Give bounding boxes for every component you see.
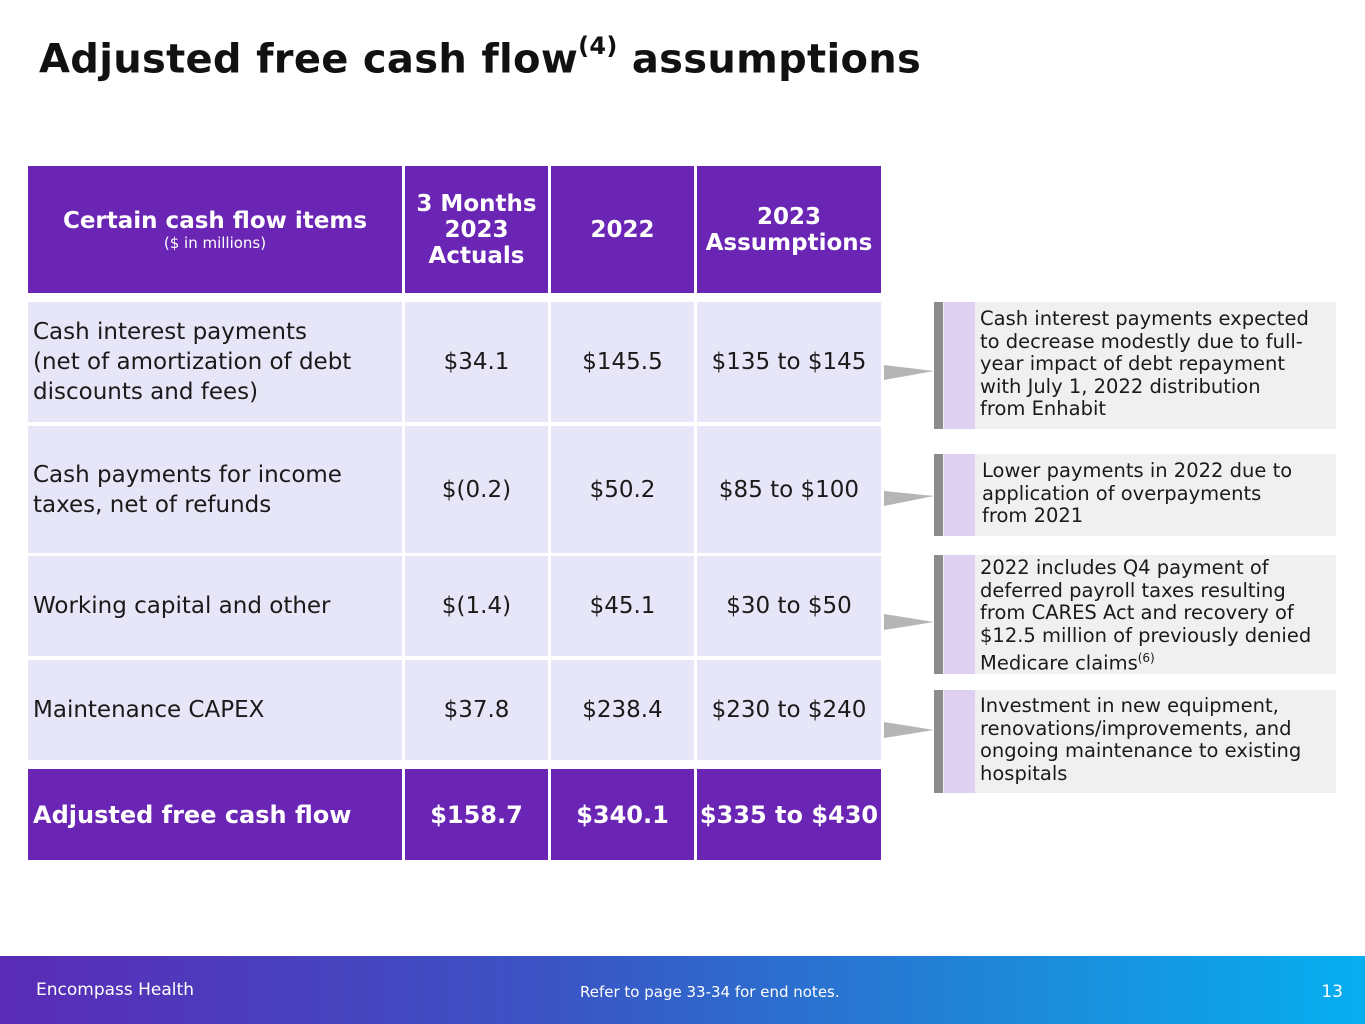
header-col2-line3: Actuals	[428, 242, 525, 269]
note-accent-band	[944, 454, 975, 536]
note-line: $12.5 million of previously denied	[980, 623, 1312, 647]
table-row-label: Maintenance CAPEX	[28, 660, 402, 760]
title-superscript: (4)	[578, 32, 618, 60]
note-income-taxes: Lower payments in 2022 due to applicatio…	[934, 454, 1336, 536]
table-cell: $230 to $240	[697, 660, 881, 760]
note-line: year impact of debt repayment	[980, 352, 1286, 375]
note-working-capital: 2022 includes Q4 payment of deferred pay…	[934, 555, 1336, 674]
note-text: Cash interest payments expected to decre…	[980, 307, 1330, 421]
row3-label-line1: Working capital and other	[33, 593, 331, 619]
note-accent-bar	[934, 690, 943, 793]
table-cell: $(1.4)	[405, 556, 548, 656]
footer-bar: Encompass Health Refer to page 33-34 for…	[0, 956, 1365, 1024]
note-line-text: Medicare claims	[980, 651, 1138, 675]
note-line: Cash interest payments expected	[980, 307, 1309, 330]
note-line: 2022 includes Q4 payment of	[980, 556, 1269, 579]
header-items-label: Certain cash flow items	[62, 207, 368, 234]
note-line: ongoing maintenance to existing	[980, 739, 1302, 762]
header-col4-line2: Assumptions	[705, 229, 873, 256]
note-line: Medicare claims(6)	[980, 647, 1330, 675]
title-text: Adjusted free cash flow	[39, 36, 579, 83]
header-cash-flow-items: Certain cash flow items ($ in millions)	[28, 166, 402, 293]
table-row-label: Cash interest payments (net of amortizat…	[28, 302, 402, 422]
header-col2-line1: 3 Months	[416, 190, 537, 217]
footer-brand: Encompass Health	[36, 980, 194, 1000]
row2-label-line1: Cash payments for income	[33, 461, 342, 488]
table-row-label: Working capital and other	[28, 556, 402, 656]
row4-label-line1: Maintenance CAPEX	[33, 697, 265, 723]
callout-arrow-icon	[884, 614, 934, 630]
table-cell: $(0.2)	[405, 426, 548, 553]
row1-label-line3: discounts and fees)	[33, 379, 259, 405]
header-3-months-actuals: 3 Months 2023 Actuals	[405, 166, 548, 293]
total-cell: $335 to $430	[697, 769, 881, 860]
note-line: Lower payments in 2022 due to	[982, 459, 1293, 482]
note-text: Investment in new equipment, renovations…	[980, 694, 1330, 785]
header-2023-assumptions: 2023 Assumptions	[697, 166, 881, 293]
page-title: Adjusted free cash flow(4) assumptions	[39, 32, 922, 83]
row1-label-line1: Cash interest payments	[33, 319, 308, 345]
header-col3-label: 2022	[590, 216, 655, 243]
note-line: application of overpayments	[982, 481, 1262, 505]
note-accent-bar	[934, 454, 943, 536]
note-line: from Enhabit	[980, 397, 1107, 420]
table-cell: $37.8	[405, 660, 548, 760]
note-accent-bar	[934, 555, 943, 674]
callout-arrow-icon	[884, 722, 934, 738]
table-cell: $145.5	[551, 302, 694, 422]
callout-arrow-icon	[884, 491, 934, 506]
note-line: renovations/improvements, and	[980, 716, 1292, 740]
page-number: 13	[1321, 982, 1343, 1002]
note-line: deferred payroll taxes resulting	[980, 578, 1286, 602]
note-line: to decrease modestly due to full-	[980, 329, 1303, 353]
note-line: from CARES Act and recovery of	[980, 601, 1294, 624]
note-text: 2022 includes Q4 payment of deferred pay…	[980, 556, 1330, 675]
total-row-label: Adjusted free cash flow	[28, 769, 402, 860]
note-accent-band	[944, 690, 975, 793]
total-cell: $158.7	[405, 769, 548, 860]
note-superscript: (6)	[1137, 651, 1155, 665]
note-text: Lower payments in 2022 due to applicatio…	[982, 459, 1330, 528]
total-cell: $340.1	[551, 769, 694, 860]
table-cell: $45.1	[551, 556, 694, 656]
note-interest-payments: Cash interest payments expected to decre…	[934, 302, 1336, 429]
note-line: Investment in new equipment,	[980, 694, 1279, 717]
row1-label-line2: (net of amortization of debt	[33, 349, 352, 375]
header-units-label: ($ in millions)	[163, 233, 267, 252]
note-accent-band	[944, 555, 975, 674]
table-cell: $135 to $145	[697, 302, 881, 422]
note-line: from 2021	[982, 504, 1084, 527]
table-cell: $50.2	[551, 426, 694, 553]
note-accent-band	[944, 302, 975, 429]
note-maintenance-capex: Investment in new equipment, renovations…	[934, 690, 1336, 793]
footer-reference: Refer to page 33-34 for end notes.	[580, 983, 840, 1001]
header-2022: 2022	[551, 166, 694, 293]
table-cell: $30 to $50	[697, 556, 881, 656]
row2-label-line2: taxes, net of refunds	[33, 491, 272, 518]
callout-arrow-icon	[884, 365, 934, 380]
note-accent-bar	[934, 302, 943, 429]
header-col4-line1: 2023	[756, 203, 821, 230]
table-row-label: Cash payments for income taxes, net of r…	[28, 426, 402, 553]
title-suffix: assumptions	[631, 36, 922, 83]
table-cell: $85 to $100	[697, 426, 881, 553]
note-line: hospitals	[980, 761, 1068, 785]
note-line: with July 1, 2022 distribution	[980, 374, 1261, 398]
header-col2-line2: 2023	[444, 216, 509, 243]
table-cell: $238.4	[551, 660, 694, 760]
table-cell: $34.1	[405, 302, 548, 422]
